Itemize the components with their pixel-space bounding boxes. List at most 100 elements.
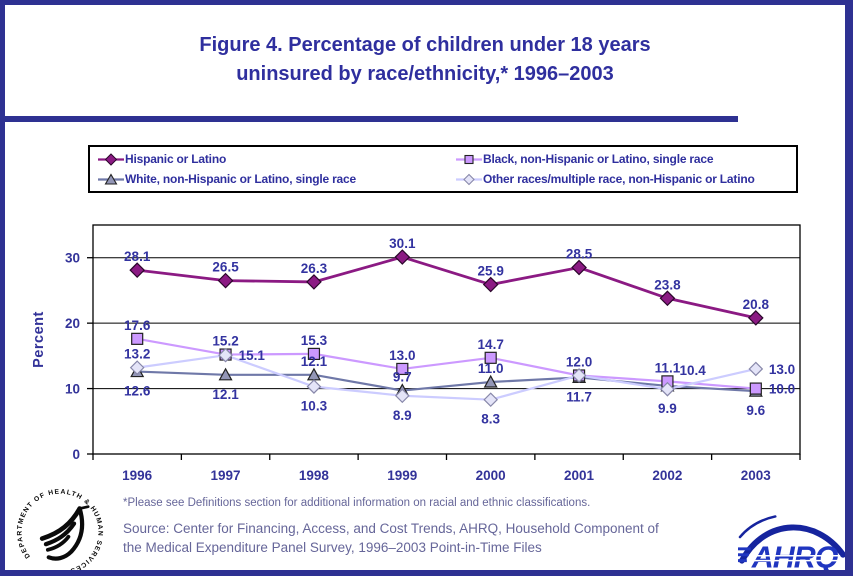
- marker-diamond-open: [218, 347, 233, 363]
- ahrq-speed-lines: [738, 547, 751, 563]
- data-label: 26.5: [212, 260, 239, 275]
- marker-triangle: [483, 374, 498, 388]
- data-label: 25.9: [478, 264, 504, 279]
- marker-diamond: [482, 276, 499, 293]
- legend-label-white: White, non-Hispanic or Latino, single ra…: [125, 172, 356, 186]
- data-label: 12.1: [212, 387, 239, 402]
- data-label: 13.0: [769, 362, 795, 377]
- chart-legend: Hispanic or Latino Black, non-Hispanic o…: [88, 145, 798, 193]
- marker-square: [484, 351, 497, 364]
- marker-triangle: [218, 367, 233, 381]
- data-label: 9.7: [393, 370, 412, 385]
- page-title-line2: uninsured by race/ethnicity,* 1996–2003: [236, 63, 614, 85]
- hhs-eagle-icon: [39, 505, 90, 561]
- legend-item-white: White, non-Hispanic or Latino, single ra…: [98, 172, 456, 186]
- marker-diamond-open: [660, 381, 675, 397]
- legend-marker-filled-diamond-icon: [98, 152, 124, 166]
- marker-diamond-open: [129, 360, 145, 375]
- data-label: 13.0: [389, 348, 415, 363]
- marker-square: [396, 362, 409, 376]
- x-tick-label: 2003: [741, 468, 772, 483]
- legend-item-black: Black, non-Hispanic or Latino, single ra…: [456, 152, 788, 166]
- ahrq-logo: AHRQ: [738, 515, 845, 573]
- series-line-2: [137, 370, 756, 393]
- marker-diamond: [394, 249, 411, 265]
- y-tick-label: 10: [65, 382, 80, 397]
- x-tick-label: 2002: [652, 468, 682, 483]
- data-label: 15.2: [212, 334, 238, 349]
- legend-marker-square-icon: [456, 154, 482, 164]
- data-label: 28.5: [566, 247, 593, 262]
- legend-label-black: Black, non-Hispanic or Latino, single ra…: [483, 152, 714, 166]
- marker-diamond: [747, 310, 764, 326]
- x-tick-label: 1996: [122, 468, 153, 483]
- legend-item-other: Other races/multiple race, non-Hispanic …: [456, 172, 788, 186]
- series-line-3: [137, 354, 757, 401]
- data-label: 14.7: [478, 337, 504, 352]
- page-title: Figure 4. Percentage of children under 1…: [5, 31, 845, 89]
- data-label: 12.1: [301, 354, 328, 369]
- x-tick-label: 2000: [476, 468, 506, 483]
- data-label: 12.6: [124, 384, 151, 399]
- data-label: 15.1: [239, 348, 266, 363]
- series-line-1: [136, 337, 756, 390]
- marker-diamond-open: [483, 392, 499, 408]
- line-chart-canvas: 0 10 20 30 1996 1997 1998 1999 2000 2001 2002 2003 P…: [31, 224, 801, 483]
- title-divider-rule: [5, 116, 738, 122]
- source-line2: the Medical Expenditure Panel Survey, 19…: [123, 540, 542, 555]
- source-line1: Source: Center for Financing, Access, an…: [123, 521, 659, 536]
- marker-diamond: [129, 262, 146, 278]
- footnote-text: *Please see Definitions section for addi…: [123, 497, 591, 509]
- legend-label-hispanic: Hispanic or Latino: [125, 152, 227, 166]
- x-tick-label: 1998: [299, 468, 330, 483]
- x-tick-label: 2001: [564, 468, 595, 483]
- page-title-line1: Figure 4. Percentage of children under 1…: [199, 34, 651, 56]
- data-label: 10.0: [769, 382, 795, 397]
- data-label: 9.6: [746, 403, 765, 418]
- data-label: 12.0: [566, 354, 592, 369]
- ahrq-wordmark: AHRQ: [751, 541, 839, 573]
- plot-border: [92, 224, 801, 455]
- data-label: 13.2: [124, 347, 150, 362]
- marker-diamond-open: [306, 379, 322, 394]
- marker-diamond-open: [748, 361, 764, 377]
- data-label: 11.1: [655, 360, 681, 375]
- ahrq-arc-swoosh: [738, 524, 845, 564]
- data-label: 20.8: [743, 297, 770, 312]
- data-label: 23.8: [654, 277, 681, 292]
- source-text: Source: Center for Financing, Access, an…: [123, 519, 659, 557]
- data-label: 28.1: [124, 249, 151, 264]
- data-label: 15.3: [301, 333, 328, 348]
- data-label: 10.4: [679, 363, 706, 378]
- marker-square: [131, 332, 144, 345]
- data-label: 9.9: [658, 401, 677, 416]
- legend-marker-open-diamond-icon: [456, 173, 482, 185]
- marker-diamond: [217, 272, 234, 289]
- data-label: 17.6: [124, 318, 151, 333]
- data-label: 30.1: [389, 236, 416, 251]
- y-tick-label: 30: [65, 251, 80, 266]
- marker-diamond-open: [394, 388, 410, 404]
- y-tick-label: 0: [72, 447, 80, 462]
- marker-diamond: [306, 274, 322, 290]
- y-tick-label: 20: [65, 316, 80, 331]
- marker-diamond-open: [571, 368, 587, 383]
- data-label: 8.9: [393, 408, 412, 423]
- hhs-department-seal-logo: DEPARTMENT OF HEALTH & HUMAN SERVICES · …: [13, 487, 102, 570]
- marker-square: [307, 347, 321, 360]
- x-tick-label: 1999: [387, 468, 417, 483]
- data-label: 10.3: [301, 399, 328, 414]
- legend-marker-triangle-icon: [98, 172, 124, 185]
- legend-label-other: Other races/multiple race, non-Hispanic …: [483, 172, 755, 186]
- legend-item-hispanic: Hispanic or Latino: [98, 152, 456, 166]
- data-label: 11.7: [566, 389, 592, 404]
- data-label: 8.3: [481, 412, 500, 427]
- marker-square: [749, 382, 762, 395]
- x-tick-label: 1997: [211, 468, 241, 483]
- series-line-0: [137, 255, 757, 320]
- ahrq-small-swoosh: [738, 515, 777, 539]
- ahrq-wordmark-stripes: [749, 554, 841, 562]
- data-label: 26.3: [301, 261, 328, 276]
- y-axis-title: Percent: [31, 311, 47, 368]
